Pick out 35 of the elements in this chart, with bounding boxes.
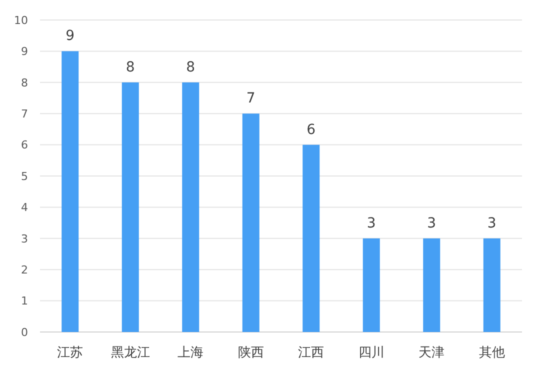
data-label: 7 [246, 90, 256, 107]
y-tick-label: 10 [14, 14, 28, 27]
y-tick-label: 9 [21, 45, 28, 58]
y-tick-label: 3 [21, 232, 28, 246]
x-tick-label: 天津 [418, 346, 445, 361]
data-label: 3 [366, 215, 376, 232]
data-label: 3 [427, 215, 436, 232]
y-tick-label: 8 [21, 76, 28, 90]
x-tick-label: 其他 [478, 346, 505, 361]
x-tick-label: 上海 [178, 346, 204, 361]
bar [182, 82, 200, 332]
y-tick-label: 6 [21, 138, 28, 152]
bar [122, 82, 139, 332]
data-label: 3 [487, 215, 496, 232]
x-tick-label: 黑龙江 [110, 346, 150, 361]
y-tick-label: 7 [21, 107, 28, 120]
bar [362, 238, 380, 332]
bar [302, 144, 320, 332]
y-tick-label: 2 [21, 263, 28, 276]
x-tick-label: 江西 [298, 346, 324, 361]
bar [483, 238, 500, 332]
x-tick-label: 江苏 [57, 346, 84, 361]
data-label: 8 [126, 59, 135, 76]
bar [242, 114, 260, 332]
y-tick-label: 0 [21, 326, 28, 339]
data-label: 8 [186, 59, 196, 76]
bar [62, 51, 79, 332]
data-label: 6 [306, 122, 316, 138]
bar [423, 238, 440, 332]
y-tick-label: 4 [21, 201, 28, 214]
y-tick-label: 1 [21, 294, 28, 308]
data-label: 9 [66, 28, 75, 44]
x-tick-label: 四川 [358, 346, 384, 361]
y-tick-label: 5 [21, 170, 28, 183]
x-tick-label: 陕西 [238, 346, 264, 361]
